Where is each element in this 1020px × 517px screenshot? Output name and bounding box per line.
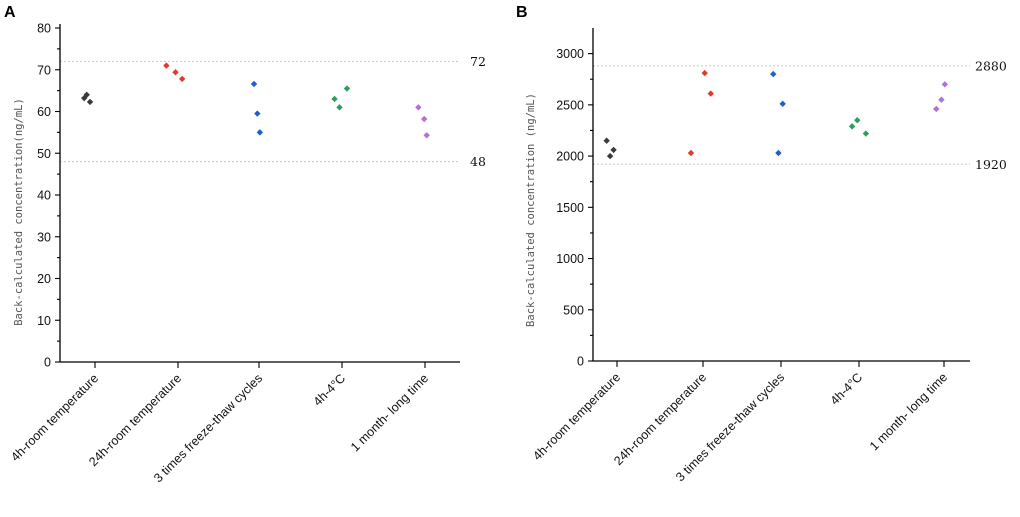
panel-b-data-point xyxy=(848,123,856,130)
panel-b-x-tick-label: 1 month- long time xyxy=(867,370,950,453)
panel-a-y-tick-label: 40 xyxy=(37,189,51,203)
panel-a-reference-label-72: 72 xyxy=(470,54,486,69)
panel-b-y-tick-label: 2500 xyxy=(556,98,584,112)
panel-a-points xyxy=(81,62,430,139)
panel-b-y-ticks: 0 500 1000 1500 2000 2500 3000 xyxy=(556,47,593,369)
panel-b-data-point xyxy=(938,96,945,103)
panel-b-points xyxy=(603,69,949,160)
panel-a-data-point xyxy=(343,85,351,92)
panel-b-y-tick-label: 1500 xyxy=(556,201,584,215)
panel-b-data-point xyxy=(707,90,714,97)
panel-a-data-point xyxy=(250,80,258,88)
panel-b-y-tick-label: 0 xyxy=(577,355,584,369)
panel-b-data-point xyxy=(606,152,614,160)
panel-a-data-point xyxy=(178,75,186,83)
panel-a-y-tick-label: 10 xyxy=(37,314,51,328)
panel-b-y-tick-label: 2000 xyxy=(556,150,584,164)
panel-a-label: A xyxy=(4,4,16,21)
panel-a-data-point xyxy=(420,115,428,123)
panel-b-data-point xyxy=(701,69,708,77)
panel-a-data-point xyxy=(423,132,430,139)
panel-a-y-ticks: 0 10 20 30 40 50 60 70 80 xyxy=(37,22,60,370)
panel-a-data-point xyxy=(254,110,261,117)
panel-b-data-point xyxy=(941,81,949,88)
panel-a-y-tick-label: 80 xyxy=(37,22,51,36)
panel-a-data-point xyxy=(86,98,94,106)
panel-a-data-point xyxy=(331,95,338,103)
panel-a-data-point xyxy=(415,104,422,111)
panel-b-axes xyxy=(592,28,970,362)
panel-a-x-tick-label: 4h-room temperature xyxy=(8,371,101,464)
panel-b-data-point xyxy=(687,149,695,157)
panel-a-reference-label-48: 48 xyxy=(470,154,486,169)
panel-a-y-tick-label: 20 xyxy=(37,272,51,286)
panel-b-data-point xyxy=(779,100,786,108)
panel-a-axes xyxy=(59,24,460,363)
panel-a-y-tick-label: 70 xyxy=(37,63,51,77)
panel-b-y-tick-label: 500 xyxy=(563,303,584,317)
panel-b-x-tick-label: 4h-4°C xyxy=(828,370,866,408)
panel-b-data-point xyxy=(770,70,777,78)
panel-a-data-point xyxy=(172,69,179,76)
panel-b-y-axis-title: Back-calculated concentration (ng/mL) xyxy=(525,93,537,327)
panel-a-data-point xyxy=(163,62,170,69)
panel-a-y-tick-label: 0 xyxy=(44,356,51,370)
panel-a-y-tick-label: 60 xyxy=(37,105,51,119)
panel-a-data-point xyxy=(256,129,264,136)
chart-panel-a: A Back-calculated concentration(ng/mL) 7… xyxy=(4,4,486,485)
panel-b-label: B xyxy=(516,4,528,21)
panel-b-data-point xyxy=(862,130,870,137)
chart-panel-b: B Back-calculated concentration (ng/mL) … xyxy=(516,4,1007,484)
panel-b-data-point xyxy=(933,105,940,113)
panel-a-x-tick-label: 24h-room temperature xyxy=(86,371,184,469)
panel-a-y-axis-title: Back-calculated concentration(ng/mL) xyxy=(13,98,25,326)
panel-b-reference-label-2880: 2880 xyxy=(975,58,1007,73)
panel-b-reference-lines: 2880 1920 xyxy=(593,58,1007,172)
panel-a-y-tick-label: 30 xyxy=(37,230,51,244)
panel-a-reference-lines: 72 48 xyxy=(60,54,486,169)
panel-b-y-tick-label: 3000 xyxy=(556,47,584,61)
panel-b-data-point xyxy=(854,117,861,124)
panel-a-data-point xyxy=(81,94,88,102)
panel-a-data-point xyxy=(336,104,343,111)
panel-b-y-tick-label: 1000 xyxy=(556,252,584,266)
panel-a-y-tick-label: 50 xyxy=(37,147,51,161)
panel-b-reference-label-1920: 1920 xyxy=(975,157,1007,172)
panel-b-data-point xyxy=(603,137,610,144)
panel-b-x-tick-label: 4h-room temperature xyxy=(530,370,623,463)
panel-a-x-tick-label: 4h-4°C xyxy=(311,371,349,409)
panel-a-x-tick-label: 1 month- long time xyxy=(348,371,431,454)
panel-b-data-point xyxy=(775,149,782,157)
panel-b-data-point xyxy=(610,146,617,154)
